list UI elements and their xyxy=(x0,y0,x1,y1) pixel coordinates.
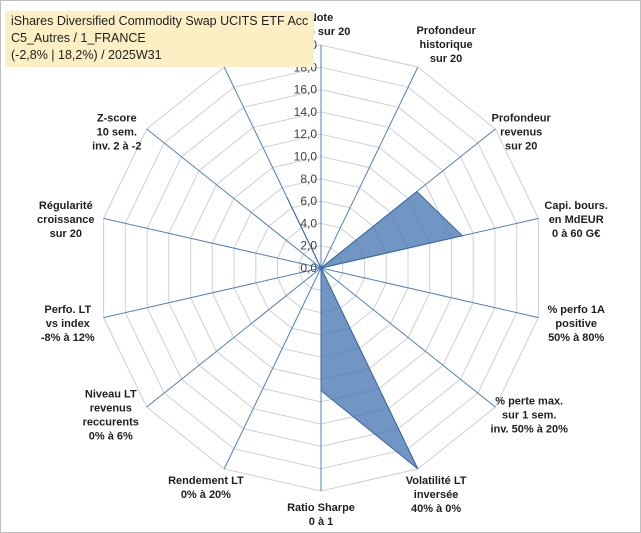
axis-label: sur 1 sem. xyxy=(502,409,556,421)
axis-label-group: Rendement LT 0% à 20% xyxy=(168,475,244,501)
axis-label: en MdEUR xyxy=(549,214,604,226)
axis-label: Perfo. LT xyxy=(44,304,91,316)
tick-label: 14,0 xyxy=(294,105,318,119)
axis-label: inv. 2 à -2 xyxy=(92,141,141,153)
axis-label: 40% à 0% xyxy=(411,503,461,515)
axis-label-group: Profondeur historique sur 20 xyxy=(416,25,476,65)
tick-label: 16,0 xyxy=(294,83,318,97)
axis-label: 0 à 60 G€ xyxy=(552,228,600,240)
axis-spoke xyxy=(146,128,322,269)
axis-label: historique xyxy=(420,39,473,51)
axis-label: Régularité xyxy=(39,200,93,212)
axis-label-group: % perte max. sur 1 sem. inv. 50% à 20% xyxy=(490,395,568,435)
axis-label: 10 sem. xyxy=(97,127,137,139)
axis-label: sur 20 xyxy=(430,53,462,65)
chart-title-line-2: C5_Autres / 1_FRANCE xyxy=(11,31,146,45)
axis-label-group: Volatilité LT inversée 40% à 0% xyxy=(406,475,467,515)
tick-label: 2,0 xyxy=(300,239,317,253)
axis-spoke xyxy=(103,217,322,269)
tick-label: 12,0 xyxy=(294,127,318,141)
axis-label-group: Niveau LT revenus reccurents 0% à 6% xyxy=(83,388,139,442)
axis-label: vs index xyxy=(46,318,91,330)
series-area xyxy=(286,190,464,470)
axis-label: Niveau LT xyxy=(85,388,137,400)
tick-label: 0,0 xyxy=(300,261,317,275)
axis-label: 0 à 1 xyxy=(309,516,333,528)
axis-label: revenus xyxy=(90,402,132,414)
axis-label-group: Profondeur revenus sur 20 xyxy=(492,113,552,153)
axis-label: -8% à 12% xyxy=(41,332,95,344)
axis-label-group: % perfo 1A positive 50% à 80% xyxy=(547,304,605,344)
axis-label: revenus xyxy=(500,127,542,139)
axis-label: % perfo 1A xyxy=(547,304,605,316)
axis-label-group: Capi. bours. en MdEUR 0 à 60 G€ xyxy=(544,200,608,240)
radar-series xyxy=(286,190,464,470)
axis-spoke xyxy=(223,267,322,470)
axis-label: Capi. bours. xyxy=(544,200,608,212)
tick-label: 6,0 xyxy=(300,194,317,208)
axis-label: Rendement LT xyxy=(168,475,244,487)
axis-label: sur 20 xyxy=(50,228,82,240)
axis-label: sur 20 xyxy=(505,141,537,153)
axis-label: reccurents xyxy=(83,416,139,428)
axis-label-group: Ratio Sharpe 0 à 1 xyxy=(287,502,355,528)
axis-spoke xyxy=(320,267,496,408)
axis-label: 0% à 6% xyxy=(89,430,133,442)
axis-label: Profondeur xyxy=(492,113,552,125)
axis-spoke xyxy=(103,267,322,319)
axis-label: % perte max. xyxy=(495,395,563,407)
axis-label: Note xyxy=(309,12,333,24)
chart-title-line-3: (-2,8% | 18,2%) / 2025W31 xyxy=(11,48,162,62)
axis-label-group: Z-score 10 sem. inv. 2 à -2 xyxy=(92,113,141,153)
axis-label-group: Perfo. LT vs index -8% à 12% xyxy=(41,304,95,344)
axis-spoke xyxy=(320,267,539,319)
chart-title-line-1: iShares Diversified Commodity Swap UCITS… xyxy=(11,14,309,28)
tick-label: 10,0 xyxy=(294,150,318,164)
tick-label: 4,0 xyxy=(300,216,317,230)
axis-label: 50% à 80% xyxy=(548,332,604,344)
axis-spoke xyxy=(146,267,322,408)
axis-label: Ratio Sharpe xyxy=(287,502,355,514)
radar-tick-labels: 0,02,04,06,08,010,012,014,016,018,020,0 xyxy=(294,38,318,275)
axis-label: Volatilité LT xyxy=(406,475,467,487)
axis-label: positive xyxy=(555,318,597,330)
axis-label: Profondeur xyxy=(416,25,476,37)
axis-label: 0% à 20% xyxy=(181,489,231,501)
axis-spoke xyxy=(320,66,419,269)
axis-label-group: Régularité croissance sur 20 xyxy=(37,200,94,240)
axis-label: inv. 50% à 20% xyxy=(490,423,568,435)
tick-label: 8,0 xyxy=(300,172,317,186)
axis-label: Z-score xyxy=(97,113,137,125)
axis-label: inversée xyxy=(414,489,459,501)
axis-label: croissance xyxy=(37,214,94,226)
chart-title-box: iShares Diversified Commodity Swap UCITS… xyxy=(5,11,315,67)
